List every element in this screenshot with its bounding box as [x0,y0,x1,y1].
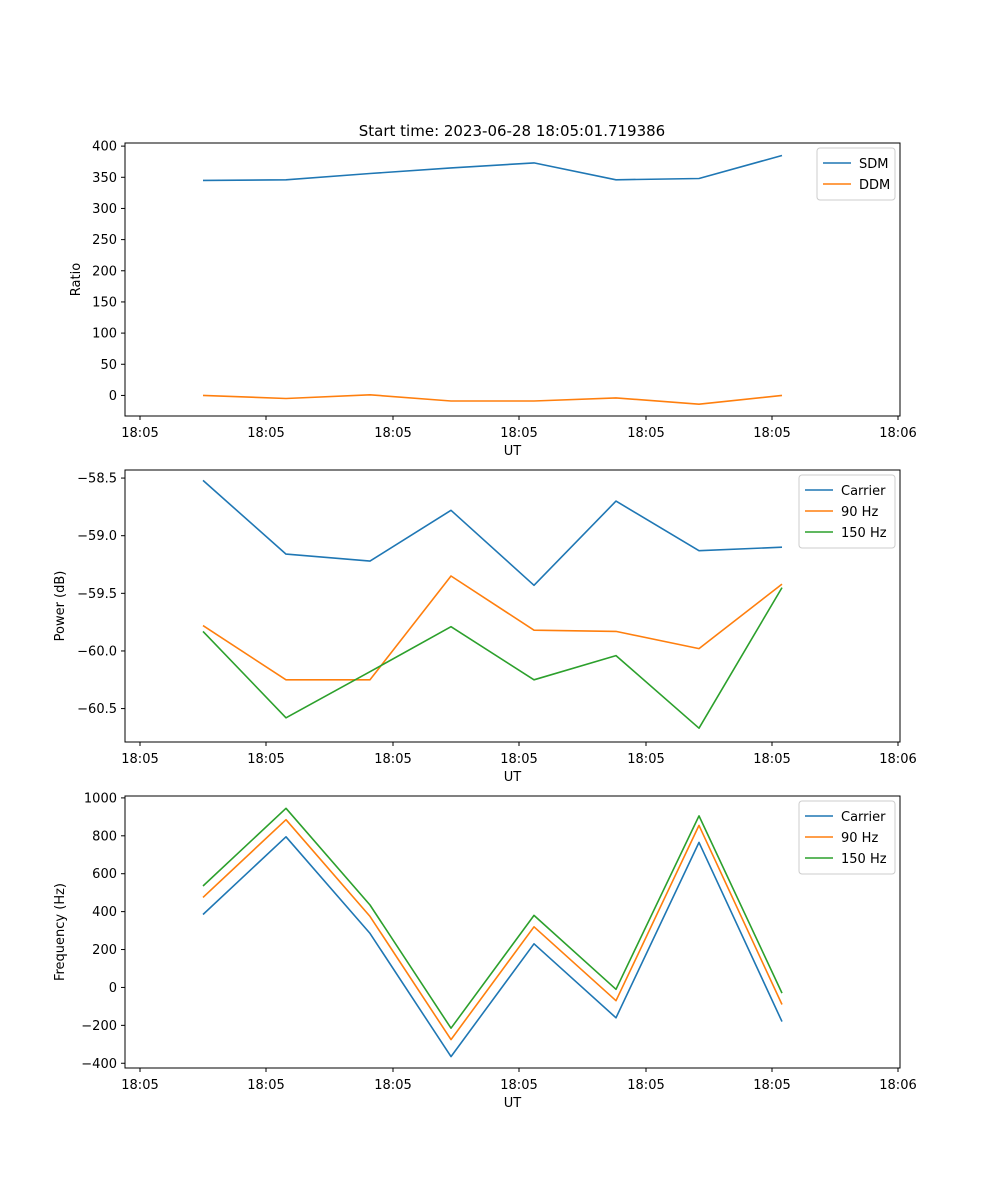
y-tick-label: 0 [109,389,117,404]
legend-label: DDM [859,178,890,193]
x-tick-label: 18:05 [121,1078,158,1093]
x-tick-label: 18:05 [753,1078,790,1093]
figure-title: Start time: 2023-06-28 18:05:01.719386 [359,122,665,140]
series-line-150-hz [202,587,783,730]
power-panel: 18:05 18:05 18:05 18:05 18:05 18:05 18:06 −60.5… [53,469,917,785]
x-tick-label: 18:05 [753,426,790,441]
legend-label: Carrier [841,484,886,499]
x-tick-label: 18:05 [247,1078,284,1093]
y-tick-label: −59.0 [77,529,117,544]
axes-frame [124,142,901,417]
y-tick-label: −60.5 [77,702,117,717]
y-axis-label: Ratio [69,263,84,296]
series-line-150-hz [202,807,783,1029]
legend-label: 150 Hz [841,526,887,541]
y-tick-label: −59.5 [77,587,117,602]
x-tick-label: 18:05 [374,1078,411,1093]
y-tick-label: 200 [92,943,117,958]
x-axis-label: UT [504,1096,522,1111]
series-line-sdm [202,154,783,182]
y-tick-label: 200 [92,264,117,279]
series-line-90-hz [202,818,783,1041]
y-tick-label: 1000 [84,791,117,806]
x-tick-label: 18:05 [627,426,664,441]
x-tick-label: 18:06 [879,1078,916,1093]
y-tick-label: 150 [92,295,117,310]
series-line-carrier [202,835,783,1058]
x-axis-label: UT [504,770,522,785]
y-tick-label: 50 [100,358,117,373]
x-tick-label: 18:05 [627,1078,664,1093]
axes-frame [124,795,901,1069]
y-axis-label: Power (dB) [53,571,68,642]
x-tick-label: 18:05 [247,752,284,767]
legend-label: Carrier [841,810,886,825]
x-tick-label: 18:05 [627,752,664,767]
y-tick-label: 0 [109,981,117,996]
legend [798,474,896,549]
x-axis-label: UT [504,444,522,459]
y-tick-label: 350 [92,171,117,186]
y-tick-label: 250 [92,233,117,248]
x-tick-label: 18:05 [121,426,158,441]
x-tick-label: 18:05 [121,752,158,767]
legend-label: 90 Hz [841,505,878,520]
x-tick-label: 18:05 [500,752,537,767]
frequency-panel: 18:05 18:05 18:05 18:05 18:05 18:05 18:06 −400 −… [53,791,917,1111]
legend [798,800,896,875]
ratio-panel: 18:05 18:05 18:05 18:05 18:05 18:05 18:06 0 50 10… [69,140,917,459]
x-tick-label: 18:05 [374,426,411,441]
axes-frame [124,469,901,743]
x-tick-label: 18:05 [374,752,411,767]
x-tick-label: 18:05 [500,1078,537,1093]
y-tick-label: 600 [92,867,117,882]
y-tick-label: −60.0 [77,644,117,659]
series-line-90-hz [202,575,783,681]
legend-label: 90 Hz [841,831,878,846]
series-line-carrier [202,479,783,587]
legend-label: 150 Hz [841,852,887,867]
x-tick-label: 18:05 [247,426,284,441]
y-tick-label: 300 [92,202,117,217]
series-line-ddm [202,393,783,406]
legend [816,147,896,201]
y-tick-label: 400 [92,905,117,920]
x-tick-label: 18:05 [500,426,537,441]
legend-label: SDM [859,157,888,172]
y-tick-label: −400 [81,1057,117,1072]
y-tick-label: 800 [92,829,117,844]
y-axis-label: Frequency (Hz) [53,883,68,981]
y-tick-label: −200 [81,1019,117,1034]
x-tick-label: 18:06 [879,752,916,767]
x-tick-label: 18:06 [879,426,916,441]
y-tick-label: 400 [92,140,117,155]
y-tick-label: −58.5 [77,472,117,487]
x-tick-label: 18:05 [753,752,790,767]
y-tick-label: 100 [92,327,117,342]
